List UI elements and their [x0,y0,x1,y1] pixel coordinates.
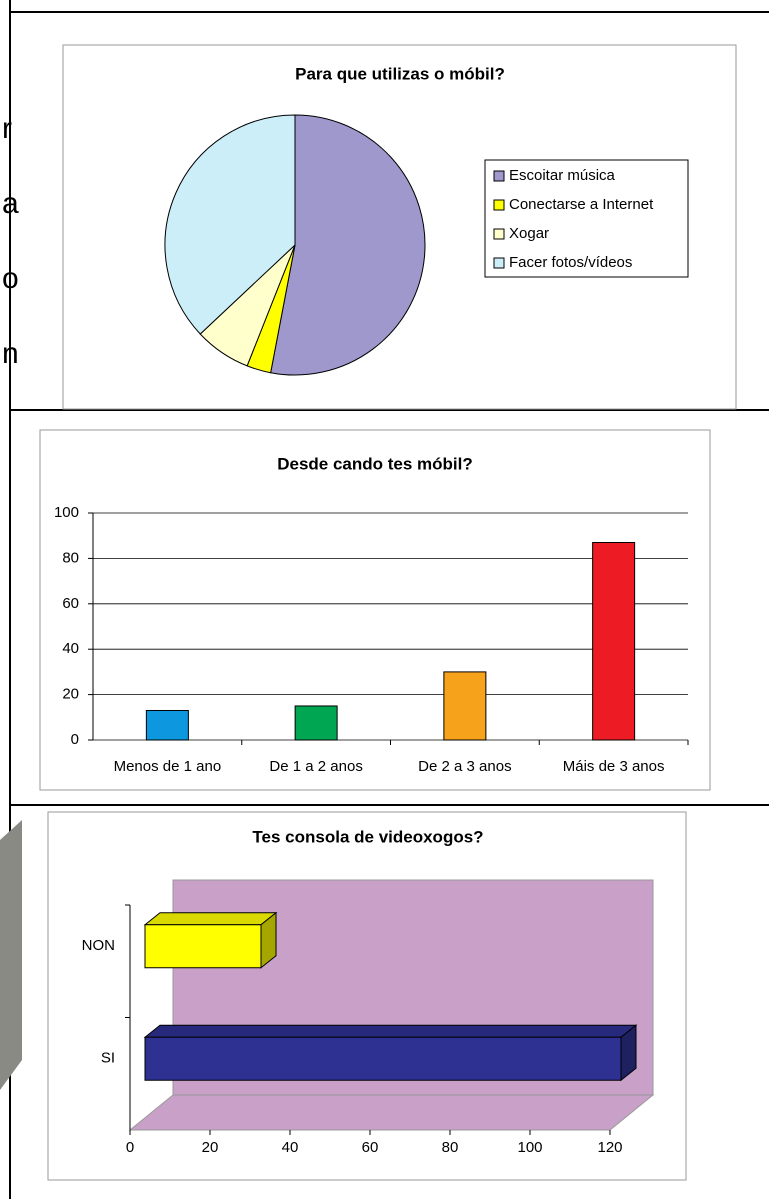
legend-swatch [493,170,505,182]
chart-title: Para que utilizas o móbil? [295,64,505,83]
x-tick-label: De 2 a 3 anos [418,758,511,775]
side-text: r [2,112,12,145]
bar [592,542,636,741]
legend-swatch [493,257,505,269]
side-shape [0,820,22,1090]
x-tick-label: 60 [362,1139,379,1156]
legend-swatch [493,228,505,240]
legend-label: Facer fotos/vídeos [509,254,632,271]
y-tick-label: 100 [54,504,79,521]
x-tick-label: 120 [597,1139,622,1156]
x-tick-label: De 1 a 2 anos [269,758,362,775]
bar [144,924,262,969]
x-tick-label: Máis de 3 anos [563,758,665,775]
legend-swatch [493,199,505,211]
bar [144,1036,622,1081]
legend-label: Escoitar música [509,167,616,184]
side-text: o [2,262,19,295]
y-tick-label: 80 [62,549,79,566]
side-text: n [2,337,19,370]
y-tick-label: 20 [62,686,79,703]
x-tick-label: Menos de 1 ano [114,758,222,775]
bar [443,671,487,741]
x-tick-label: 100 [517,1139,542,1156]
legend-box [484,159,689,278]
bar-top [143,1024,638,1038]
pie-slice [164,114,296,335]
x-tick-label: 0 [126,1139,134,1156]
legend-label: Xogar [509,225,549,242]
side-text: a [2,187,19,220]
bar-top [143,912,278,926]
floor [128,1094,655,1131]
bar [145,709,189,741]
y-tick-label: 0 [71,731,79,748]
y-tick-label: NON [82,937,115,954]
chart-title: Tes consola de videoxogos? [252,827,483,846]
legend-label: Conectarse a Internet [509,196,654,213]
x-tick-label: 20 [202,1139,219,1156]
y-tick-label: 40 [62,640,79,657]
y-tick-label: SI [101,1050,115,1067]
x-tick-label: 40 [282,1139,299,1156]
chart-title: Desde cando tes móbil? [277,454,473,473]
pie-slice [270,114,426,376]
y-tick-label: 60 [62,595,79,612]
x-tick-label: 80 [442,1139,459,1156]
bar [294,705,338,741]
